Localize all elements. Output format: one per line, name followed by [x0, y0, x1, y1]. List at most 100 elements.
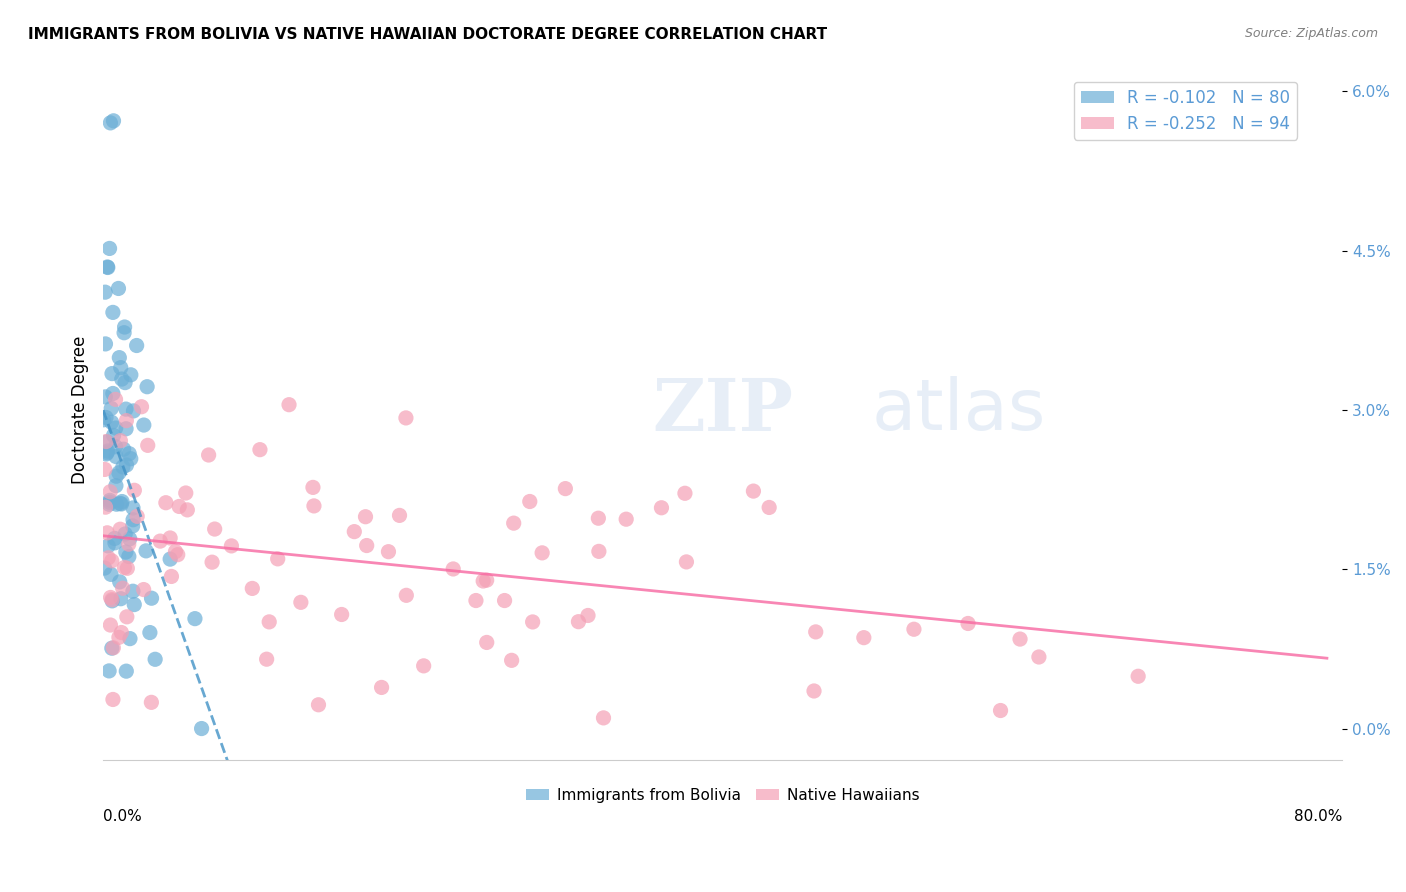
Immigrants from Bolivia: [111, 459, 134, 474]
Native Hawaiians: [522, 615, 544, 629]
Native Hawaiians: [576, 608, 599, 623]
Native Hawaiians: [108, 631, 131, 645]
Native Hawaiians: [330, 607, 353, 622]
Immigrants from Bolivia: [100, 415, 122, 429]
Text: ZIP: ZIP: [652, 375, 793, 445]
Native Hawaiians: [98, 484, 121, 499]
Native Hawaiians: [441, 562, 464, 576]
Immigrants from Bolivia: [122, 584, 145, 599]
Immigrants from Bolivia: [125, 338, 148, 352]
Native Hawaiians: [149, 534, 172, 549]
Immigrants from Bolivia: [159, 552, 181, 566]
Immigrants from Bolivia: [115, 545, 138, 559]
Native Hawaiians: [110, 434, 132, 448]
Native Hawaiians: [136, 438, 159, 452]
Native Hawaiians: [110, 625, 132, 640]
Native Hawaiians: [97, 550, 120, 565]
Native Hawaiians: [465, 593, 488, 607]
Immigrants from Bolivia: [105, 469, 128, 483]
Immigrants from Bolivia: [94, 285, 117, 300]
Immigrants from Bolivia: [115, 422, 138, 436]
Immigrants from Bolivia: [101, 641, 124, 656]
Immigrants from Bolivia: [108, 574, 131, 589]
Immigrants from Bolivia: [94, 390, 117, 404]
Immigrants from Bolivia: [118, 549, 141, 564]
Native Hawaiians: [166, 548, 188, 562]
Immigrants from Bolivia: [96, 446, 118, 460]
Native Hawaiians: [395, 411, 418, 425]
Native Hawaiians: [160, 569, 183, 583]
Immigrants from Bolivia: [136, 380, 159, 394]
Native Hawaiians: [127, 509, 149, 524]
Immigrants from Bolivia: [100, 401, 122, 416]
Native Hawaiians: [257, 615, 280, 629]
Immigrants from Bolivia: [115, 402, 138, 417]
Immigrants from Bolivia: [100, 567, 122, 582]
Native Hawaiians: [115, 414, 138, 428]
Immigrants from Bolivia: [132, 418, 155, 433]
Immigrants from Bolivia: [111, 372, 134, 386]
Immigrants from Bolivia: [122, 513, 145, 527]
Y-axis label: Doctorate Degree: Doctorate Degree: [72, 335, 89, 484]
Native Hawaiians: [1008, 632, 1031, 646]
Immigrants from Bolivia: [107, 281, 129, 295]
Immigrants from Bolivia: [104, 440, 127, 454]
Native Hawaiians: [519, 494, 541, 508]
Immigrants from Bolivia: [120, 368, 142, 382]
Native Hawaiians: [176, 503, 198, 517]
Immigrants from Bolivia: [98, 242, 121, 256]
Native Hawaiians: [742, 484, 765, 499]
Immigrants from Bolivia: [120, 451, 142, 466]
Native Hawaiians: [221, 539, 243, 553]
Immigrants from Bolivia: [122, 404, 145, 418]
Native Hawaiians: [395, 588, 418, 602]
Native Hawaiians: [803, 684, 825, 698]
Native Hawaiians: [852, 631, 875, 645]
Immigrants from Bolivia: [97, 260, 120, 275]
Immigrants from Bolivia: [97, 539, 120, 553]
Native Hawaiians: [531, 546, 554, 560]
Native Hawaiians: [370, 681, 392, 695]
Native Hawaiians: [1126, 669, 1149, 683]
Native Hawaiians: [112, 560, 135, 574]
Native Hawaiians: [103, 640, 125, 655]
Native Hawaiians: [101, 592, 124, 607]
Immigrants from Bolivia: [115, 458, 138, 472]
Native Hawaiians: [141, 695, 163, 709]
Native Hawaiians: [267, 552, 290, 566]
Native Hawaiians: [1028, 650, 1050, 665]
Immigrants from Bolivia: [98, 497, 121, 511]
Immigrants from Bolivia: [98, 495, 121, 509]
Native Hawaiians: [354, 509, 377, 524]
Immigrants from Bolivia: [122, 598, 145, 612]
Text: 80.0%: 80.0%: [1294, 809, 1343, 824]
Native Hawaiians: [388, 508, 411, 523]
Native Hawaiians: [302, 480, 325, 494]
Immigrants from Bolivia: [139, 625, 162, 640]
Immigrants from Bolivia: [98, 664, 121, 678]
Native Hawaiians: [650, 500, 672, 515]
Immigrants from Bolivia: [114, 376, 136, 390]
Native Hawaiians: [249, 442, 271, 457]
Native Hawaiians: [758, 500, 780, 515]
Native Hawaiians: [174, 486, 197, 500]
Immigrants from Bolivia: [190, 722, 212, 736]
Immigrants from Bolivia: [101, 305, 124, 319]
Native Hawaiians: [201, 555, 224, 569]
Native Hawaiians: [101, 554, 124, 568]
Native Hawaiians: [475, 573, 498, 587]
Native Hawaiians: [377, 544, 399, 558]
Native Hawaiians: [94, 462, 117, 476]
Immigrants from Bolivia: [111, 494, 134, 508]
Native Hawaiians: [94, 434, 117, 449]
Native Hawaiians: [990, 704, 1012, 718]
Immigrants from Bolivia: [110, 591, 132, 606]
Immigrants from Bolivia: [184, 612, 207, 626]
Native Hawaiians: [343, 524, 366, 539]
Native Hawaiians: [197, 448, 219, 462]
Native Hawaiians: [588, 511, 610, 525]
Immigrants from Bolivia: [104, 532, 127, 546]
Native Hawaiians: [111, 581, 134, 595]
Native Hawaiians: [118, 537, 141, 551]
Native Hawaiians: [240, 582, 263, 596]
